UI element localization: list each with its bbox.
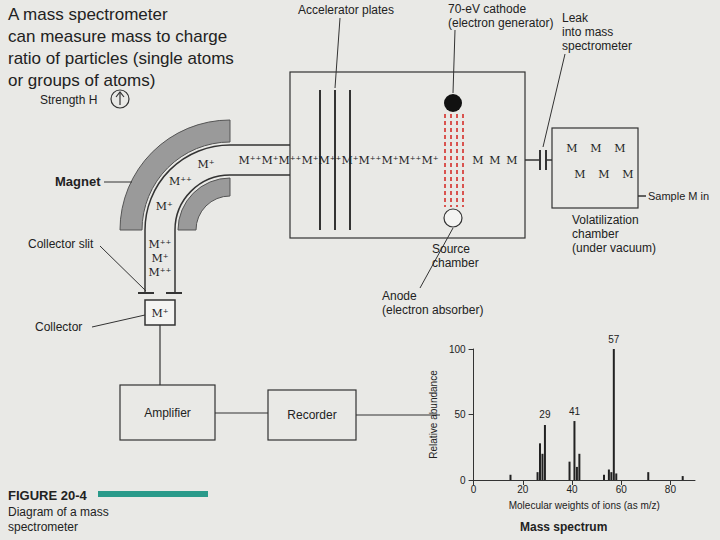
svg-text:M: M [614,142,625,155]
svg-text:50: 50 [454,409,466,420]
svg-text:M⁺: M⁺ [341,154,358,167]
svg-text:M⁺: M⁺ [151,252,168,265]
svg-text:Amplifier: Amplifier [144,406,191,420]
svg-text:M⁺⁺: M⁺⁺ [239,154,262,167]
svg-text:(electron generator): (electron generator) [448,16,553,30]
svg-text:(electron absorber): (electron absorber) [382,303,483,317]
svg-text:(under vacuum): (under vacuum) [572,241,656,255]
svg-text:Magnet: Magnet [55,174,101,189]
svg-text:40: 40 [566,484,578,495]
svg-text:20: 20 [517,484,529,495]
svg-text:29: 29 [539,409,551,420]
svg-text:Accelerator plates: Accelerator plates [298,3,394,17]
svg-text:M⁺: M⁺ [421,154,438,167]
svg-text:M: M [566,142,577,155]
svg-text:A mass spectrometer: A mass spectrometer [8,5,168,24]
svg-text:M⁺: M⁺ [381,154,398,167]
svg-text:Molecular weights of ions (as: Molecular weights of ions (as m/z) [509,500,660,511]
svg-text:Collector: Collector [35,320,82,334]
svg-text:Anode: Anode [382,289,417,303]
svg-text:M⁺⁺: M⁺⁺ [279,154,302,167]
svg-text:M: M [574,168,585,181]
svg-text:M⁺: M⁺ [156,200,173,213]
svg-text:spectrometer: spectrometer [562,39,632,53]
html-text:Mass spectrum: Mass spectrum [520,520,608,534]
svg-text:M: M [472,154,483,167]
svg-text:can measure mass to charge: can measure mass to charge [8,27,227,46]
svg-text:M⁺: M⁺ [261,154,278,167]
svg-text:spectrometer: spectrometer [8,520,78,534]
svg-text:chamber: chamber [572,227,619,241]
svg-text:M⁺⁺: M⁺⁺ [169,175,192,188]
svg-text:100: 100 [449,344,466,355]
svg-text:Leak: Leak [562,11,589,25]
svg-text:M: M [590,142,601,155]
svg-text:M⁺: M⁺ [301,154,318,167]
svg-text:Volatilization: Volatilization [572,213,639,227]
svg-text:M: M [506,154,517,167]
svg-text:Strength H: Strength H [40,93,97,107]
svg-text:0: 0 [471,484,477,495]
svg-text:ratio of particles (single ato: ratio of particles (single atoms [8,49,234,68]
svg-text:M: M [489,154,500,167]
svg-text:M: M [622,168,633,181]
svg-text:M⁺⁺: M⁺⁺ [149,238,172,251]
svg-text:60: 60 [616,484,628,495]
svg-text:Collector slit: Collector slit [28,237,94,251]
svg-text:M⁺: M⁺ [151,307,168,320]
svg-text:or groups of atoms): or groups of atoms) [8,71,155,90]
svg-text:FIGURE 20-4: FIGURE 20-4 [8,488,88,503]
svg-text:Sample M in: Sample M in [648,190,709,202]
svg-text:Recorder: Recorder [287,408,336,422]
svg-text:57: 57 [608,335,620,345]
svg-text:into mass: into mass [562,25,613,39]
svg-text:Relative abundance: Relative abundance [428,370,439,459]
svg-text:M⁺⁺: M⁺⁺ [399,154,422,167]
svg-text:0: 0 [460,475,466,486]
svg-text:80: 80 [665,484,677,495]
svg-text:70-eV cathode: 70-eV cathode [448,2,526,16]
svg-text:Diagram of a mass: Diagram of a mass [8,505,109,519]
svg-text:Source: Source [432,242,470,256]
svg-text:M⁺⁺: M⁺⁺ [149,266,172,279]
svg-text:41: 41 [569,406,581,417]
svg-text:M⁺: M⁺ [198,158,215,171]
svg-text:M⁺⁺: M⁺⁺ [319,154,342,167]
svg-text:chamber: chamber [432,256,479,270]
svg-text:M⁺⁺: M⁺⁺ [359,154,382,167]
svg-text:M: M [598,168,609,181]
